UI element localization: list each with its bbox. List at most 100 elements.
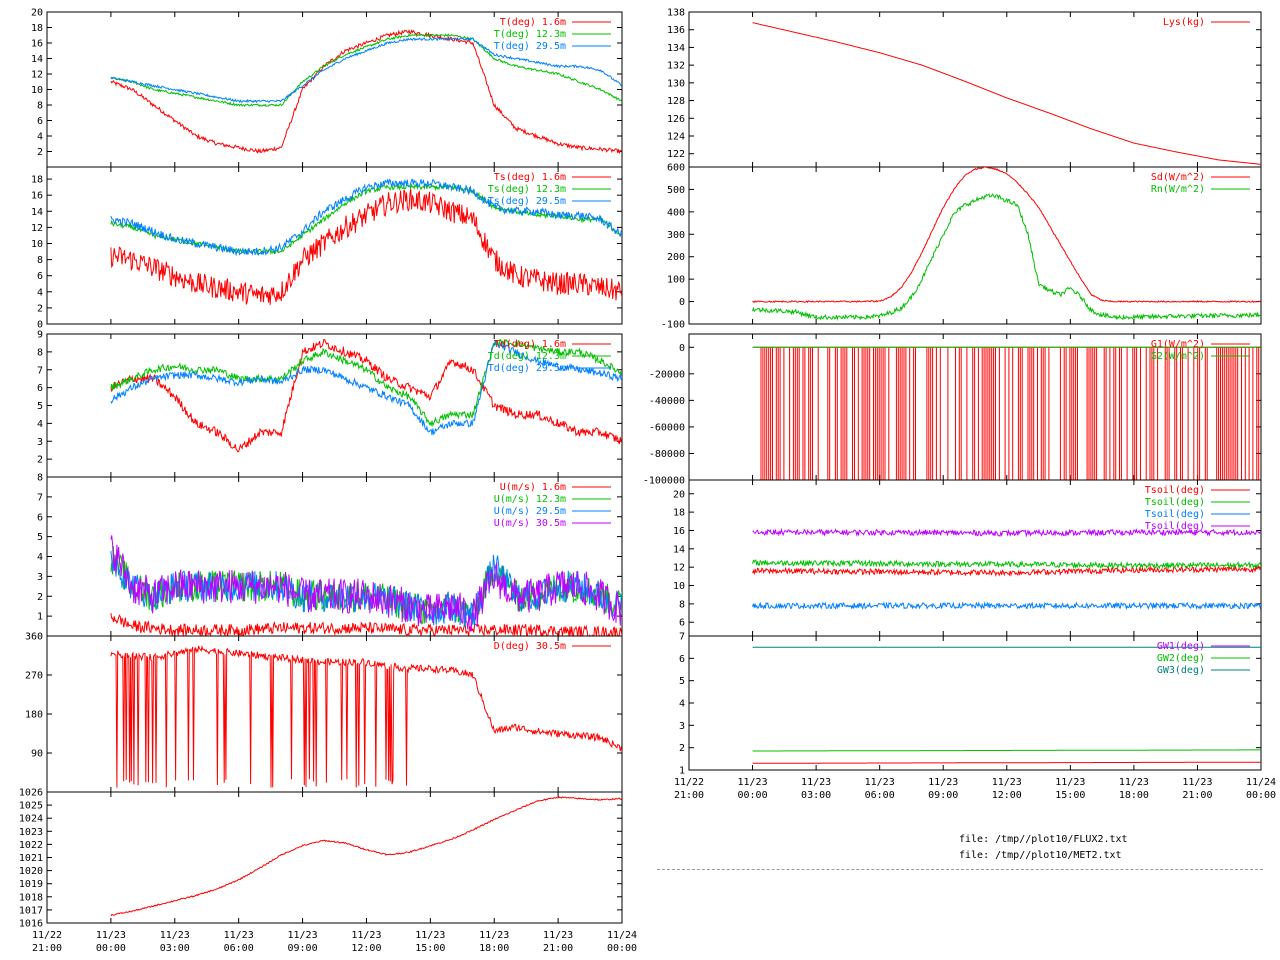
series-line-0 xyxy=(752,167,1261,304)
y-tick-label: 4 xyxy=(37,287,43,298)
x-tick-time-label: 15:00 xyxy=(1055,790,1085,801)
legend-label: GW1(deg) xyxy=(1157,641,1205,652)
legend-label: Ts(deg) 29.5m xyxy=(488,196,566,207)
y-tick-label: 180 xyxy=(25,710,43,721)
x-tick-date-label: 11/23 xyxy=(288,930,318,941)
y-tick-label: 3 xyxy=(37,437,43,448)
y-tick-label: 7 xyxy=(37,365,43,376)
panel-frame xyxy=(46,791,623,924)
panel-groundwater: 1 2 3 4 5 6 7 GW1(deg)GW2(deg)GW3(deg) xyxy=(679,632,1262,777)
legend-label: Rn(W/m^2) xyxy=(1151,184,1205,195)
y-tick-label: 4 xyxy=(37,552,43,563)
y-tick-label: 6 xyxy=(37,512,43,523)
y-tick-label: 6 xyxy=(679,654,685,665)
legend-label: T(deg) 12.3m xyxy=(494,29,566,40)
panel-radiation: -100 0 100 200 300 400 500 600 Sd(W/m^2)Rn(W/m^2… xyxy=(661,163,1262,331)
x-tick-time-label: 12:00 xyxy=(351,943,381,954)
x-tick-time-label: 00:00 xyxy=(738,790,768,801)
x-tick-date-label: 11/23 xyxy=(415,930,445,941)
series-line-2 xyxy=(110,340,622,436)
y-tick-label: 1024 xyxy=(19,814,43,825)
y-tick-label: 0 xyxy=(679,343,685,354)
y-tick-label: 4 xyxy=(679,699,685,710)
y-tick-label: 20 xyxy=(31,8,43,19)
y-tick-label: 1 xyxy=(679,766,685,777)
x-tick-date-label: 11/23 xyxy=(1119,777,1149,788)
x-tick-date-label: 11/23 xyxy=(479,930,509,941)
series-group xyxy=(752,22,1261,165)
legend-label: Tsoil(deg) xyxy=(1145,509,1205,520)
y-tick-label: 2 xyxy=(37,303,43,314)
series-line-1 xyxy=(752,559,1261,570)
series-line-1 xyxy=(752,749,1261,752)
series-line-3 xyxy=(752,527,1261,538)
legend-label: G2(W/m^2) xyxy=(1151,351,1205,362)
x-tick-date-label: 11/23 xyxy=(351,930,381,941)
y-tick-label: 5 xyxy=(679,676,685,687)
panel-direction: 90 180 270 360 D(deg) 30.5m xyxy=(25,632,623,793)
y-tick-label: 18 xyxy=(31,175,43,186)
series-line-1 xyxy=(110,182,622,256)
x-tick-date-label: 11/24 xyxy=(1246,777,1276,788)
legend-label: GW3(deg) xyxy=(1157,665,1205,676)
y-tick-label: 126 xyxy=(667,114,685,125)
y-tick-label: 6 xyxy=(37,383,43,394)
y-tick-label: 1017 xyxy=(19,905,43,916)
series-line-1 xyxy=(110,338,622,428)
y-tick-label: 12 xyxy=(31,70,43,81)
y-tick-label: -20000 xyxy=(649,369,685,380)
legend-label: U(m/s) 1.6m xyxy=(500,482,566,493)
x-tick-time-label: 03:00 xyxy=(160,943,190,954)
x-tick-date-label: 11/23 xyxy=(801,777,831,788)
series-group xyxy=(110,644,622,788)
y-tick-label: 6 xyxy=(679,618,685,629)
x-tick-time-label: 21:00 xyxy=(543,943,573,954)
x-tick-time-label: 03:00 xyxy=(801,790,831,801)
y-tick-label: 1021 xyxy=(19,853,43,864)
y-tick-label: 124 xyxy=(667,132,685,143)
legend-label: Td(deg) 12.3m xyxy=(488,351,566,362)
y-tick-label: 600 xyxy=(667,163,685,174)
series-group xyxy=(110,796,622,917)
y-tick-label: 10 xyxy=(31,85,43,96)
y-tick-label: -100000 xyxy=(643,476,685,487)
y-tick-label: 14 xyxy=(31,54,43,65)
series-line-2 xyxy=(752,601,1261,611)
legend-label: D(deg) 30.5m xyxy=(494,641,566,652)
series-line-0 xyxy=(110,29,622,155)
y-tick-label: 4 xyxy=(37,419,43,430)
y-tick-label: 5 xyxy=(37,401,43,412)
y-tick-label: 8 xyxy=(679,599,685,610)
y-tick-label: 18 xyxy=(673,508,685,519)
y-tick-label: 2 xyxy=(37,455,43,466)
series-g1-spikes xyxy=(760,347,1260,480)
y-tick-label: 134 xyxy=(667,43,685,54)
y-tick-label: 90 xyxy=(31,749,43,760)
y-tick-label: 18 xyxy=(31,23,43,34)
x-tick-time-label: 09:00 xyxy=(288,943,318,954)
x-tick-time-label: 00:00 xyxy=(607,943,637,954)
series-line-2 xyxy=(110,550,622,628)
y-tick-label: 9 xyxy=(37,330,43,341)
x-tick-time-label: 21:00 xyxy=(1182,790,1212,801)
x-tick-time-label: 18:00 xyxy=(1119,790,1149,801)
y-tick-label: 16 xyxy=(673,526,685,537)
panel-lys: 122 124 126 128 130 132 134 136 138 Lys(kg) xyxy=(667,8,1262,168)
series-line-2 xyxy=(110,178,622,257)
y-tick-label: 14 xyxy=(673,544,685,555)
y-tick-label: 300 xyxy=(667,230,685,241)
y-tick-label: 0 xyxy=(37,320,43,331)
series-line-0 xyxy=(752,565,1261,577)
legend-label: Tsoil(deg) xyxy=(1145,485,1205,496)
legend-label: Lys(kg) xyxy=(1163,17,1205,28)
y-tick-label: 1016 xyxy=(19,919,43,930)
y-tick-label: 16 xyxy=(31,191,43,202)
y-tick-label: 138 xyxy=(667,8,685,19)
series-line-0 xyxy=(752,761,1261,764)
series-line-1 xyxy=(752,193,1261,322)
y-tick-label: 2 xyxy=(37,147,43,158)
y-tick-label: 7 xyxy=(679,632,685,643)
